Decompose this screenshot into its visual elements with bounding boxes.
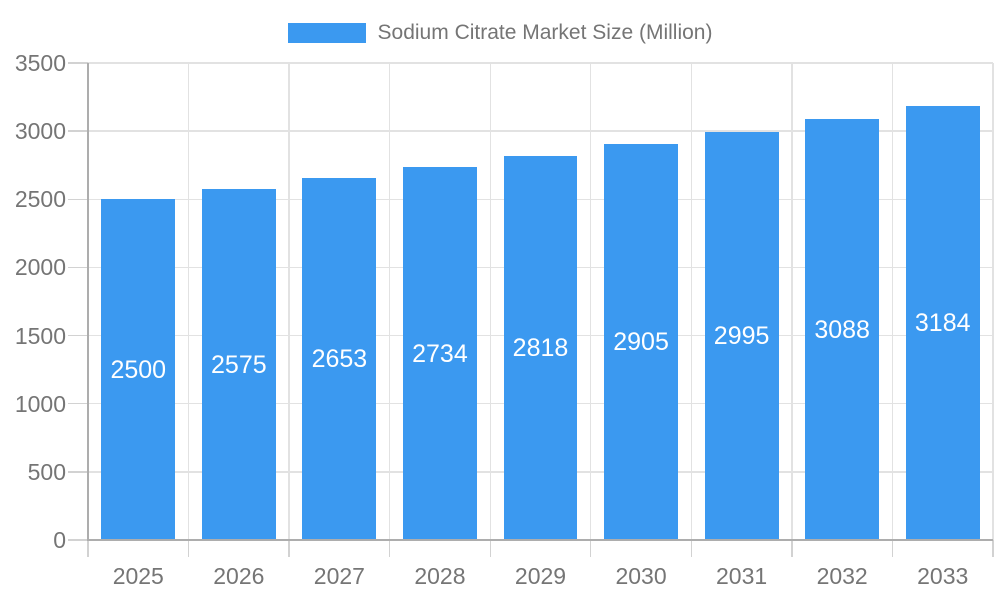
v-gridline [690, 63, 693, 540]
y-tick [68, 403, 88, 405]
x-axis-label: 2028 [414, 563, 466, 589]
y-axis-line [87, 63, 89, 541]
x-tick [791, 540, 793, 557]
v-gridline [590, 63, 592, 540]
bar[interactable] [905, 106, 980, 540]
x-tick [288, 540, 290, 557]
bar-value-label: 2734 [412, 339, 468, 368]
bar[interactable] [101, 199, 176, 540]
x-axis-label: 2026 [213, 563, 265, 589]
bar[interactable] [704, 131, 779, 540]
y-axis-label: 3000 [14, 118, 66, 145]
y-axis-label: 500 [27, 458, 66, 485]
bar[interactable] [402, 167, 477, 540]
bar[interactable] [503, 155, 578, 540]
bar[interactable] [302, 178, 377, 540]
v-gridline [489, 63, 491, 540]
v-gridline [791, 63, 793, 540]
y-tick [68, 266, 88, 269]
legend-label: Sodium Citrate Market Size (Million) [377, 21, 713, 44]
x-axis-label: 2029 [514, 563, 567, 589]
y-tick [68, 198, 88, 200]
x-axis-label: 2025 [112, 563, 164, 589]
bar[interactable] [604, 144, 678, 540]
h-gridline [88, 130, 993, 132]
y-axis-label: 3500 [14, 50, 66, 76]
bar-value-label: 3088 [814, 315, 870, 344]
y-tick [68, 130, 88, 132]
x-tick [992, 540, 994, 557]
x-axis-label: 2030 [615, 563, 667, 589]
bar-value-label: 2653 [311, 345, 368, 374]
y-axis-label: 0 [53, 527, 66, 553]
x-tick [590, 540, 592, 557]
y-axis-label: 2000 [14, 254, 66, 281]
h-gridline [88, 62, 993, 64]
x-axis-label: 2033 [917, 563, 969, 589]
v-gridline [388, 63, 391, 540]
bar-value-label: 2500 [110, 355, 167, 384]
legend-swatch [287, 23, 366, 43]
x-axis-label: 2032 [816, 563, 868, 589]
y-axis-label: 1500 [14, 322, 66, 349]
x-axis-line [88, 539, 993, 541]
y-tick [68, 539, 88, 541]
x-axis-label: 2027 [313, 563, 365, 589]
bar-value-label: 2818 [512, 333, 569, 362]
bar-value-label: 2995 [713, 321, 770, 350]
bar[interactable] [201, 189, 276, 540]
x-tick [187, 540, 190, 557]
v-gridline [187, 63, 190, 540]
x-tick [489, 540, 491, 557]
y-tick [68, 62, 88, 64]
bar-value-label: 2905 [613, 328, 669, 357]
v-gridline [992, 63, 994, 540]
y-axis-label: 2500 [14, 186, 66, 213]
v-gridline [288, 63, 290, 540]
y-axis-label: 1000 [14, 390, 66, 417]
bar[interactable] [805, 119, 880, 540]
y-tick [68, 334, 88, 337]
bar-value-label: 3184 [914, 309, 971, 338]
x-tick [690, 540, 693, 557]
x-tick [891, 540, 894, 557]
x-tick [388, 540, 391, 557]
v-gridline [891, 63, 894, 540]
x-axis-label: 2031 [716, 563, 768, 589]
y-tick [68, 471, 88, 473]
x-tick [87, 540, 89, 557]
legend[interactable]: Sodium Citrate Market Size (Million) [0, 21, 1000, 45]
bar-value-label: 2575 [211, 350, 267, 379]
